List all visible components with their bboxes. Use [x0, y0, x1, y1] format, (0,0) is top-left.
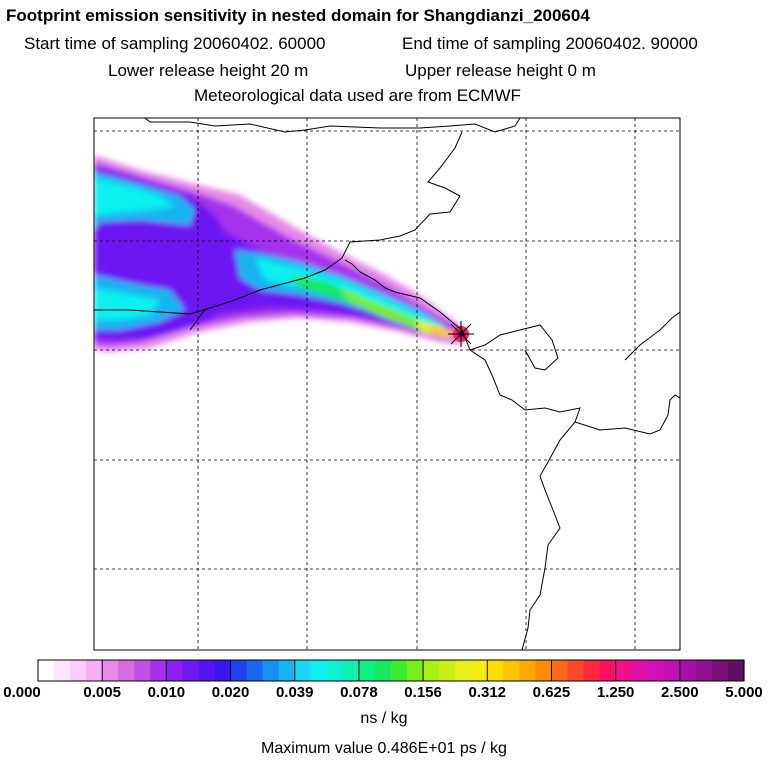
legend-tick-label: 0.156 [404, 684, 442, 701]
legend-color-swatch [583, 660, 601, 681]
legend-tick-label: 0.625 [532, 684, 571, 701]
maximum-value-label: Maximum value 0.486E+01 ps / kg [261, 740, 507, 757]
legend-color-swatch [535, 660, 553, 681]
legend-color-swatch [455, 660, 472, 681]
legend-color-swatch [727, 660, 745, 681]
legend-color-swatch [503, 660, 520, 681]
legend-color-swatch [54, 660, 71, 681]
legend-color-swatch [551, 660, 569, 681]
lower-release-height-label: Lower release height 20 m [108, 61, 309, 80]
legend-color-swatch [711, 660, 729, 681]
coastlines [94, 118, 680, 650]
legend-tick-label: 0.000 [3, 684, 41, 701]
legend-color-swatch [679, 660, 697, 681]
legend-color-swatch [471, 660, 488, 681]
color-legend-dividers [101, 660, 681, 681]
legend-color-swatch [647, 660, 665, 681]
legend-color-swatch [150, 660, 167, 681]
legend-tick-label: 5.000 [725, 684, 763, 701]
receptor-marker [448, 321, 474, 347]
legend-tick-label: 0.078 [340, 684, 378, 701]
legend-color-swatch [487, 660, 504, 681]
legend-color-swatch [102, 660, 119, 681]
legend-color-swatch [326, 660, 344, 681]
legend-color-swatch [86, 660, 103, 681]
legend-color-swatch [310, 660, 328, 681]
color-legend-frame [37, 659, 745, 682]
legend-color-swatch [374, 660, 392, 681]
legend-color-swatch [118, 660, 135, 681]
legend-color-swatch [615, 660, 633, 681]
legend-color-swatch [631, 660, 649, 681]
emission-plume [94, 155, 469, 352]
legend-color-swatch [407, 660, 424, 681]
end-time-label: End time of sampling 20060402. 90000 [402, 34, 698, 53]
start-time-label: Start time of sampling 20060402. 60000 [24, 34, 326, 53]
legend-tick-label: 0.020 [211, 684, 250, 701]
legend-color-swatch [423, 660, 440, 681]
legend-color-swatch [214, 660, 232, 681]
legend-color-swatch [230, 660, 248, 681]
legend-color-swatch [695, 660, 713, 681]
legend-color-swatch [38, 660, 55, 681]
legend-color-swatch [134, 660, 151, 681]
legend-tick-label: 0.010 [147, 684, 186, 701]
color-legend [38, 660, 745, 681]
meteorological-data-label: Meteorological data used are from ECMWF [194, 86, 521, 105]
legend-color-swatch [342, 660, 360, 681]
legend-tick-label: 2.500 [661, 684, 699, 701]
legend-color-swatch [262, 660, 280, 681]
legend-color-swatch [198, 660, 216, 681]
legend-color-swatch [599, 660, 617, 681]
legend-color-swatch [166, 660, 184, 681]
legend-color-swatch [70, 660, 87, 681]
legend-color-swatch [567, 660, 585, 681]
legend-tick-label: 1.250 [596, 684, 635, 701]
legend-color-swatch [391, 660, 408, 681]
legend-tick-label: 0.039 [275, 684, 314, 701]
map-title: Footprint emission sensitivity in nested… [6, 6, 590, 25]
legend-units: ns / kg [360, 710, 408, 727]
legend-color-swatch [358, 660, 376, 681]
legend-tick-label: 0.005 [83, 684, 121, 701]
plot-frame [93, 117, 681, 651]
legend-color-swatch [439, 660, 456, 681]
legend-color-swatch [246, 660, 264, 681]
legend-tick-label: 0.312 [468, 684, 507, 701]
legend-color-swatch [519, 660, 537, 681]
grid-lines [94, 118, 680, 650]
legend-color-swatch [294, 660, 312, 681]
legend-color-swatch [278, 660, 296, 681]
legend-color-swatch [663, 660, 681, 681]
legend-color-swatch [182, 660, 200, 681]
upper-release-height-label: Upper release height 0 m [405, 61, 596, 80]
